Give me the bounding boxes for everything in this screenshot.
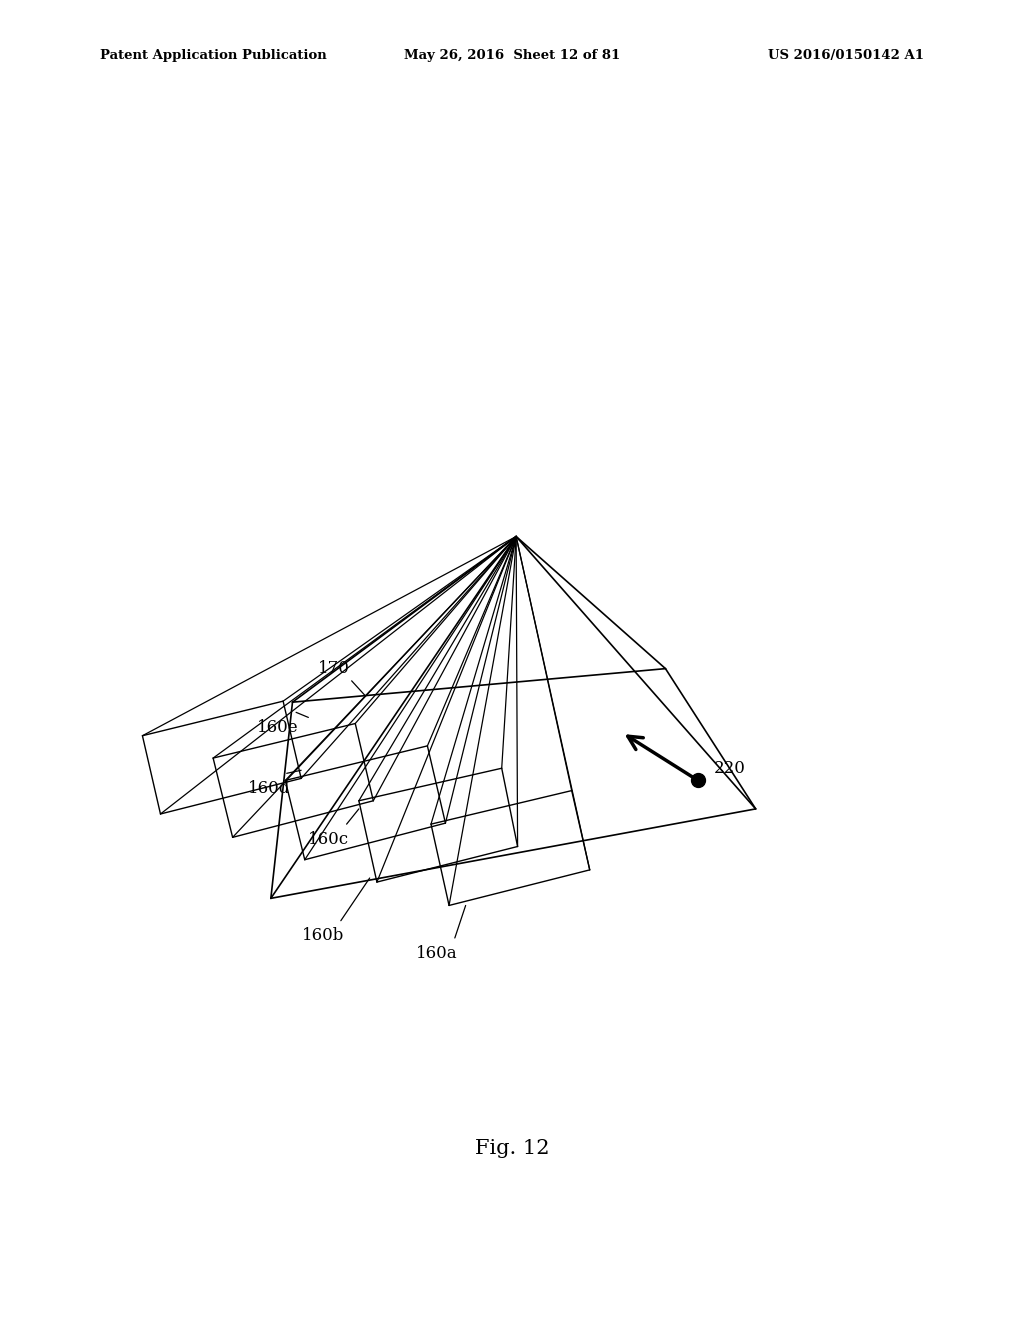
Text: 160e: 160e — [257, 719, 299, 737]
Text: 160d: 160d — [248, 780, 290, 797]
Text: 160b: 160b — [302, 928, 344, 944]
Text: US 2016/0150142 A1: US 2016/0150142 A1 — [768, 49, 924, 62]
Text: 220: 220 — [714, 760, 745, 776]
Text: May 26, 2016  Sheet 12 of 81: May 26, 2016 Sheet 12 of 81 — [403, 49, 621, 62]
Text: Fig. 12: Fig. 12 — [475, 1139, 549, 1158]
Text: 160a: 160a — [416, 945, 458, 962]
Text: Patent Application Publication: Patent Application Publication — [100, 49, 327, 62]
Text: 160c: 160c — [308, 830, 349, 847]
Text: 170: 170 — [317, 660, 349, 677]
